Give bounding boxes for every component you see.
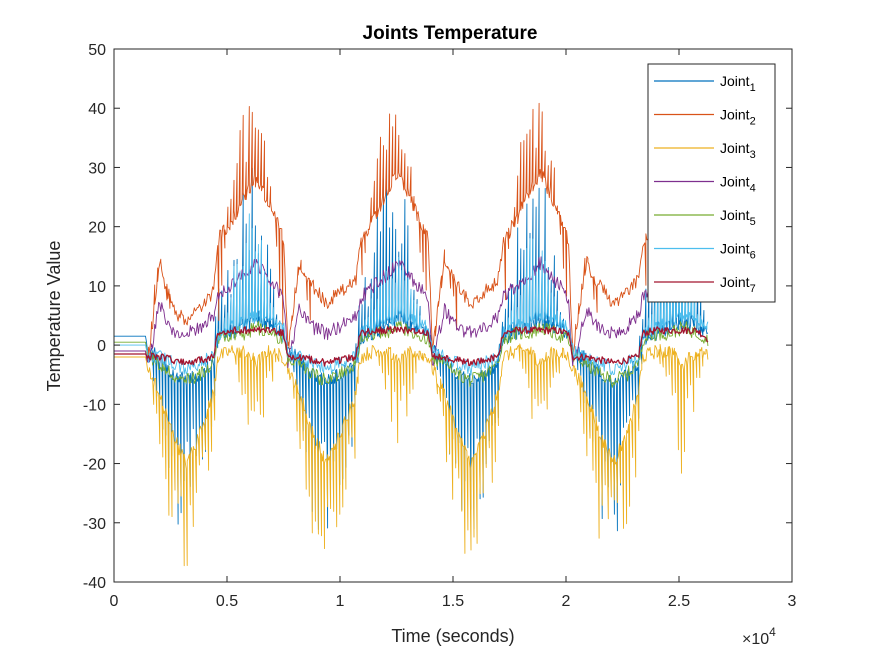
tick-group: 0 0.5 1 1.5 2 2.5 3 -40 -30 -20 -10 0 10 20 30 40 50 [83,42,797,610]
y-tick-label: -30 [83,516,106,533]
x-exponent-base: ×10 [742,631,769,648]
y-tick-label: 10 [88,279,106,296]
legend-box [647,63,776,303]
series-line-joint-7 [114,326,709,367]
x-axis-label: Time (seconds) [391,626,514,646]
legend-label-subscript: 7 [750,283,756,295]
legend-label-subscript: 4 [750,183,756,195]
x-tick-label: 1.5 [442,593,464,610]
x-exponent-label: ×104 [742,625,776,648]
legend-label-base: Joint [720,107,750,123]
legend-label-subscript: 2 [750,116,756,128]
x-tick-label: 3 [788,593,797,610]
legend-label-joint-5: Joint5 [720,207,756,228]
series-line-joint-1 [114,147,709,532]
legend-label-base: Joint [720,207,750,223]
series-line-joint-4 [114,256,709,369]
legend-label-subscript: 5 [750,216,756,228]
legend-label-subscript: 3 [750,149,756,161]
x-tick-label: 1 [336,593,345,610]
x-tick-label: 2 [562,593,571,610]
series-line-joint-3 [114,343,709,567]
y-tick-label: 30 [88,160,106,177]
legend-label-base: Joint [720,274,750,290]
legend-label-base: Joint [720,241,750,257]
y-tick-label: 20 [88,220,106,237]
legend: Joint1Joint2Joint3Joint4Joint5Joint6Join… [647,63,776,303]
x-exponent-power: 4 [769,625,776,639]
legend-label-joint-4: Joint4 [720,174,756,195]
plot-series-group [114,102,709,567]
legend-label-base: Joint [720,140,750,156]
y-tick-label: -40 [83,575,106,592]
x-tick-label: 0 [110,593,119,610]
legend-label-joint-6: Joint6 [720,241,756,262]
x-tick-label: 2.5 [668,593,690,610]
legend-label-subscript: 1 [750,82,756,94]
y-tick-label: -20 [83,457,106,474]
y-tick-label: -10 [83,397,106,414]
y-tick-label: 50 [88,42,106,59]
series-line-joint-2 [114,102,709,363]
y-axis-label: Temperature Value [44,241,64,392]
x-tick-label: 0.5 [216,593,238,610]
chart-title: Joints Temperature [363,23,538,44]
legend-label-joint-2: Joint2 [720,107,756,128]
y-tick-label: 0 [97,338,106,355]
legend-label-base: Joint [720,73,750,89]
legend-label-joint-1: Joint1 [720,73,756,94]
legend-label-subscript: 6 [750,250,756,262]
legend-label-joint-3: Joint3 [720,140,756,161]
legend-label-joint-7: Joint7 [720,274,756,295]
y-tick-label: 40 [88,101,106,118]
legend-label-base: Joint [720,174,750,190]
